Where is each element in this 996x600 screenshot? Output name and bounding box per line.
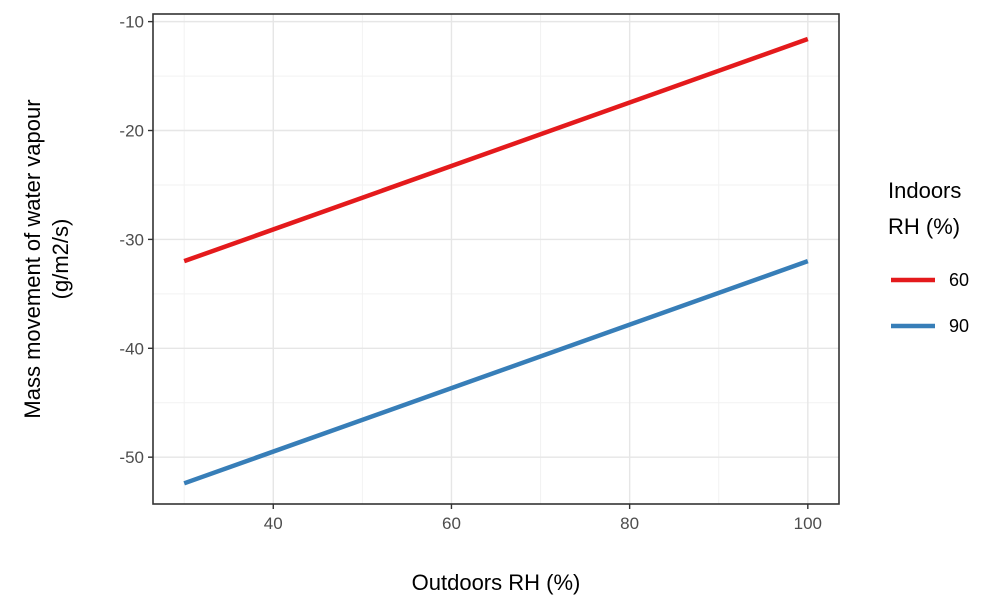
x-tick-label: 60 — [442, 514, 461, 533]
y-axis-ticks: -10 -20 -30 -40 -50 — [119, 13, 153, 467]
y-tick-label: -50 — [119, 448, 144, 467]
legend: Indoors RH (%) 60 90 — [888, 178, 969, 336]
x-tick-label: 100 — [794, 514, 822, 533]
y-tick-label: -10 — [119, 13, 144, 32]
y-axis-title-line-2: (g/m2/s) — [48, 219, 73, 300]
legend-label-90: 90 — [949, 316, 969, 336]
series-line-60 — [183, 36, 809, 264]
series-line-90 — [183, 259, 809, 486]
x-tick-label: 40 — [264, 514, 283, 533]
y-tick-label: -20 — [119, 122, 144, 141]
series-lines — [183, 36, 809, 486]
panel-background — [153, 14, 839, 504]
x-tick-label: 80 — [620, 514, 639, 533]
y-tick-label: -30 — [119, 230, 144, 249]
major-gridlines — [153, 14, 839, 504]
y-tick-label: -40 — [119, 339, 144, 358]
legend-title-line-1: Indoors — [888, 178, 961, 203]
legend-label-60: 60 — [949, 270, 969, 290]
y-axis-title-line-1: Mass movement of water vapour — [20, 99, 45, 418]
legend-title-line-2: RH (%) — [888, 214, 960, 239]
panel-border — [152, 13, 840, 505]
minor-gridlines — [153, 14, 839, 504]
x-axis-ticks: 40 60 80 100 — [264, 504, 822, 533]
x-axis-title: Outdoors RH (%) — [412, 570, 581, 595]
